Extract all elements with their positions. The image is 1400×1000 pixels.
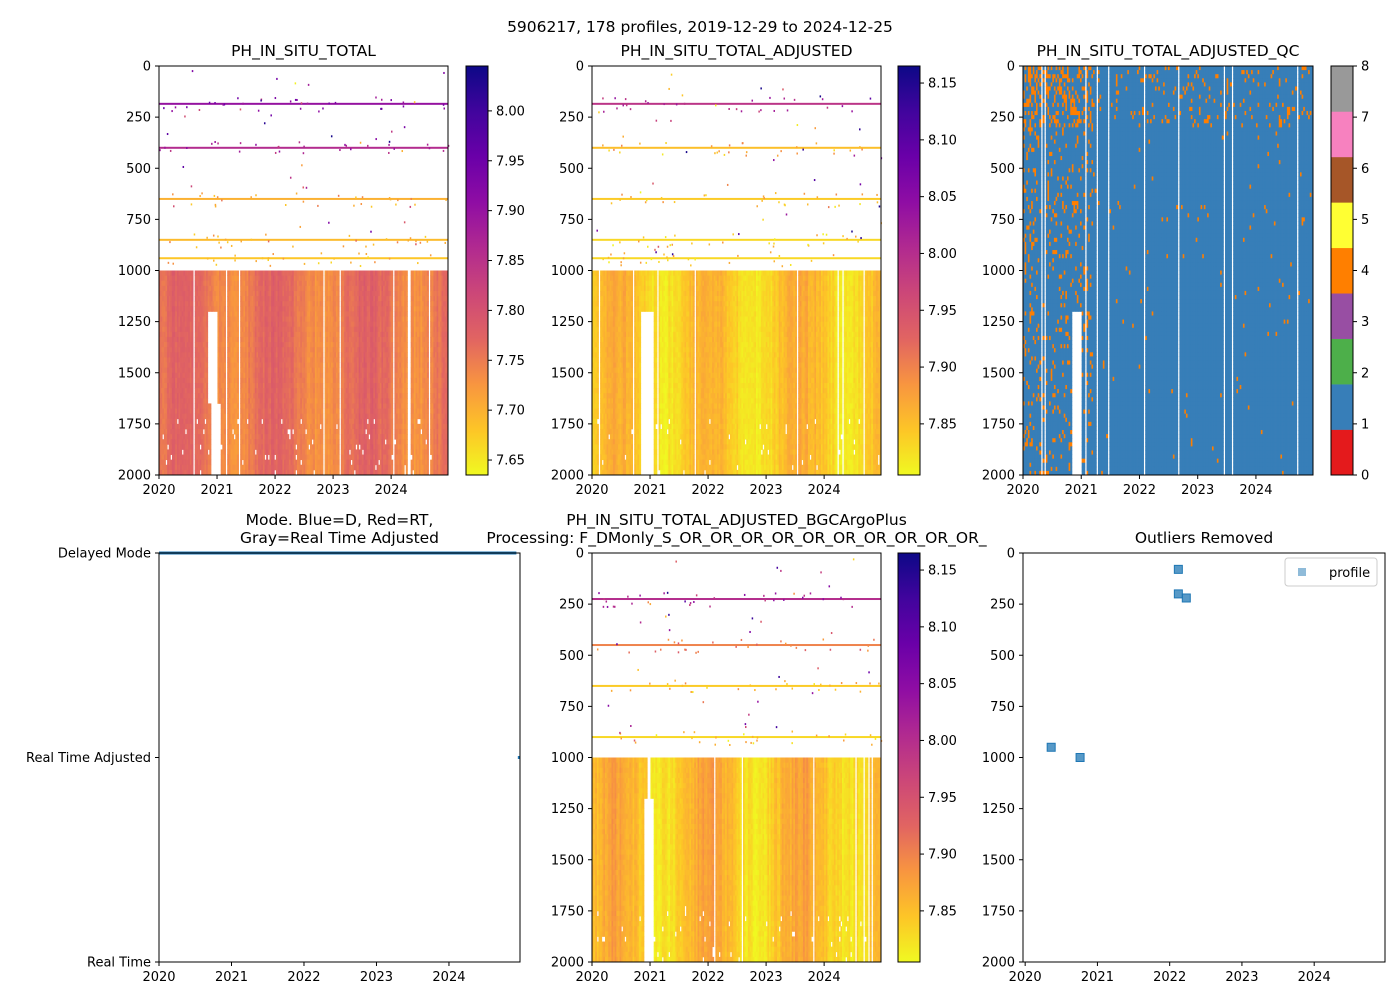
raw-heatmap-cell — [191, 398, 193, 404]
raw-heatmap-cell — [206, 311, 208, 317]
raw-heatmap-cell — [206, 352, 208, 358]
raw-heatmap-cell — [191, 271, 193, 277]
raw-heatmap-cell — [191, 429, 193, 435]
raw-heatmap-cell — [183, 429, 185, 435]
raw-heatmap-cell — [191, 327, 193, 333]
raw-heatmap-cell — [206, 317, 208, 323]
raw-heatmap-cell — [191, 332, 193, 338]
raw-heatmap-cell — [206, 398, 208, 404]
raw-heatmap-cell — [175, 419, 177, 425]
raw-heatmap-cell — [191, 393, 193, 399]
figure: 5906217, 178 profiles, 2019-12-29 to 202… — [0, 0, 1400, 1000]
raw-heatmap-cell — [164, 460, 166, 466]
raw-heatmap-cell — [180, 449, 182, 455]
raw-heatmap-cell — [191, 317, 193, 323]
raw-heatmap-cell — [206, 337, 208, 343]
raw-heatmap-cell — [206, 373, 208, 379]
raw-heatmap-cell — [201, 429, 203, 435]
raw-heatmap-cell — [206, 378, 208, 384]
raw-heatmap-cell — [206, 327, 208, 333]
raw-heatmap-cell — [165, 444, 167, 450]
raw-heatmap-cell — [191, 439, 193, 445]
raw-heatmap-cell — [206, 347, 208, 353]
raw-heatmap-cell — [191, 368, 193, 374]
figure-suptitle: 5906217, 178 profiles, 2019-12-29 to 202… — [507, 18, 893, 36]
raw-heatmap-cell — [191, 444, 193, 450]
raw-heatmap-cell — [206, 342, 208, 348]
raw-heatmap-cell — [191, 276, 193, 282]
raw-heatmap-cell — [191, 383, 193, 389]
raw-heatmap-cell — [198, 444, 200, 450]
raw-heatmap-cell — [191, 388, 193, 394]
raw-heatmap-cell — [191, 306, 193, 312]
raw-heatmap-cell — [206, 363, 208, 369]
raw-heatmap-cell — [191, 434, 193, 440]
raw-heatmap-cell — [191, 419, 193, 425]
raw-heatmap-cell — [191, 373, 193, 379]
raw-heatmap-cell — [203, 419, 205, 425]
raw-heatmap-cell — [191, 403, 193, 409]
raw-heatmap-cell — [206, 322, 208, 328]
raw-heatmap-cell — [191, 337, 193, 343]
raw-heatmap-cell — [191, 460, 193, 466]
raw-heatmap-cell — [191, 352, 193, 358]
raw-heatmap-cell — [191, 347, 193, 353]
raw-heatmap-cell — [191, 414, 193, 420]
raw-heatmap-cell — [191, 449, 193, 455]
raw-heatmap-cell — [191, 301, 193, 307]
raw-heatmap-cell — [206, 357, 208, 363]
raw-heatmap-cell — [191, 363, 193, 369]
raw-heatmap-cell — [191, 291, 193, 297]
raw-heatmap-cell — [191, 357, 193, 363]
raw-heatmap-cell — [191, 424, 193, 430]
raw-heatmap-cell — [195, 419, 197, 425]
raw-heatmap-cell — [206, 388, 208, 394]
raw-heatmap-cell — [206, 368, 208, 374]
raw-heatmap-cell — [191, 281, 193, 287]
raw-heatmap — [159, 70, 449, 475]
raw-heatmap-cell — [191, 378, 193, 384]
raw-heatmap-cell — [161, 434, 163, 440]
raw-heatmap-cell — [206, 332, 208, 338]
raw-heatmap-cell — [206, 383, 208, 389]
raw-heatmap-cell — [191, 342, 193, 348]
raw-heatmap-cell — [191, 296, 193, 302]
raw-heatmap-cell — [206, 449, 208, 455]
raw-heatmap-cell — [169, 455, 171, 461]
raw-heatmap-cell — [191, 409, 193, 415]
raw-heatmap-cell — [191, 465, 193, 471]
raw-heatmap-cell — [191, 322, 193, 328]
raw-heatmap-cell — [191, 286, 193, 292]
raw-heatmap-cell — [191, 455, 193, 461]
raw-heatmap-cell — [206, 393, 208, 399]
raw-heatmap-cell — [191, 311, 193, 317]
